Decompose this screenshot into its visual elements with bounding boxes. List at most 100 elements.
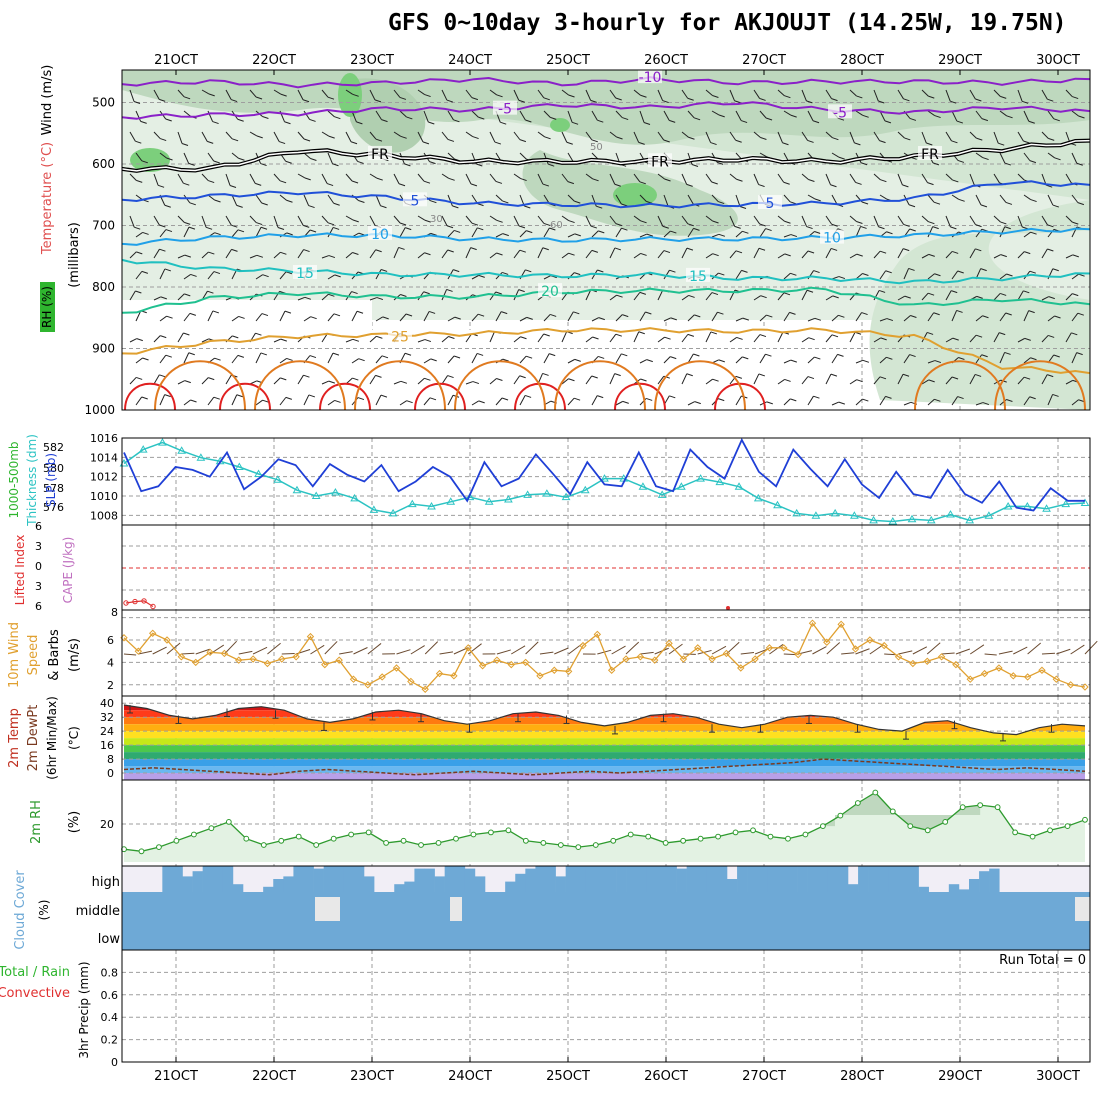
wind-barb	[453, 355, 461, 359]
wind-barb	[657, 89, 664, 101]
wind-barb	[718, 398, 725, 402]
wind-barb	[345, 131, 352, 142]
wind-barb	[758, 247, 766, 251]
wind-barb	[574, 233, 581, 237]
wind-barb	[543, 314, 551, 322]
wind-barb	[165, 354, 172, 358]
wind-speed-marker	[220, 649, 229, 658]
wind-barb	[542, 183, 550, 187]
wind-barb	[525, 269, 532, 273]
cloud-high-bar	[565, 866, 577, 892]
cloud-high-bar	[202, 866, 214, 892]
wind-barb	[712, 253, 719, 257]
isotherm-line	[121, 258, 1091, 285]
wind-barb	[369, 375, 376, 385]
wind-barb	[873, 131, 880, 141]
wind-barb	[190, 273, 197, 277]
wind-barb	[375, 316, 383, 322]
wind-barb	[400, 380, 408, 384]
x-tick-label-top: 29OCT	[938, 53, 982, 68]
isotherm-label: 5	[411, 193, 420, 209]
wind-barb	[616, 136, 623, 140]
wind-speed-marker	[909, 659, 917, 668]
wind-barb	[927, 360, 936, 364]
wind-speed-marker	[148, 629, 157, 637]
wind-barb	[849, 131, 855, 144]
cloud-high-bar	[434, 876, 445, 892]
wind-speed-marker	[837, 620, 845, 629]
wind-barb	[813, 270, 820, 274]
lifted-index-label: Lifted Index	[13, 535, 27, 606]
wind-barb	[663, 194, 669, 207]
wind-barb	[657, 250, 665, 259]
wind-barb	[441, 89, 448, 101]
wind-barb	[129, 290, 136, 301]
wind-barb	[502, 271, 509, 275]
cloud-high-bar	[394, 884, 405, 892]
wind-barb	[1023, 290, 1030, 294]
wind-barb	[681, 295, 689, 301]
wind-barb	[367, 643, 382, 655]
wind-barb	[513, 336, 521, 343]
wind-barb	[489, 131, 496, 143]
wind-barb	[886, 231, 893, 235]
wind-barb	[524, 394, 532, 398]
y-tick-label: 20	[100, 818, 114, 831]
y-tick-label: 500	[92, 96, 115, 110]
wind-barb	[598, 355, 605, 359]
wind-barb	[596, 205, 603, 209]
wind-barb	[614, 183, 621, 187]
thickness-line	[123, 441, 1086, 523]
wind-barb	[825, 131, 833, 139]
wind-barb	[657, 131, 665, 141]
wind-barb	[321, 380, 330, 385]
wind-barb	[855, 312, 863, 322]
wind-barb	[993, 89, 1001, 97]
thickness-marker	[158, 438, 167, 446]
wind-barb	[393, 380, 402, 385]
wind-barb	[513, 375, 521, 385]
wind-barb	[879, 396, 886, 406]
wind-barb	[302, 99, 310, 103]
lifted-index-line	[125, 600, 154, 608]
rh2m-marker	[942, 819, 949, 825]
thickness-marker	[1042, 504, 1051, 512]
wind-barb	[934, 360, 942, 364]
wind-barb	[622, 314, 629, 318]
wind-barb	[285, 396, 293, 400]
wind-barb	[955, 648, 971, 655]
wind-barb	[646, 397, 653, 401]
cloud-high-bar	[848, 884, 859, 892]
thickness-marker	[504, 494, 513, 503]
wind-barb	[369, 89, 376, 101]
wind-barb	[208, 251, 215, 255]
y-tick-label: 32	[100, 711, 114, 724]
isotherm-line	[121, 101, 1091, 120]
cloud-high-bar	[232, 884, 244, 892]
rh2m-marker	[1029, 833, 1036, 840]
wind-barb	[1004, 162, 1012, 166]
wind-barb	[513, 215, 520, 227]
wind-barb	[496, 649, 511, 655]
wind-barb	[537, 89, 545, 99]
wind-barb	[784, 220, 791, 224]
rh2m-marker	[225, 819, 232, 825]
wind-barb	[585, 89, 592, 101]
wind-speed-marker	[478, 662, 487, 670]
thickness-marker	[773, 500, 782, 509]
wind-barb	[777, 215, 785, 222]
wind-barb	[1030, 231, 1037, 235]
wind-barb	[279, 310, 286, 322]
wind-barb	[1041, 296, 1050, 301]
wind-barb	[567, 358, 575, 364]
wind-barb	[855, 648, 870, 655]
y-tick-label: 8	[111, 606, 118, 619]
wind-barb	[537, 247, 544, 259]
wind-barb	[544, 136, 551, 140]
wind-barb	[790, 359, 798, 363]
cloud-high-bar	[444, 866, 456, 892]
wind-barb	[681, 89, 689, 99]
wind-barb	[369, 297, 378, 301]
upper-wind-label: Wind (m/s)	[40, 65, 55, 136]
wind-barb	[478, 400, 485, 404]
